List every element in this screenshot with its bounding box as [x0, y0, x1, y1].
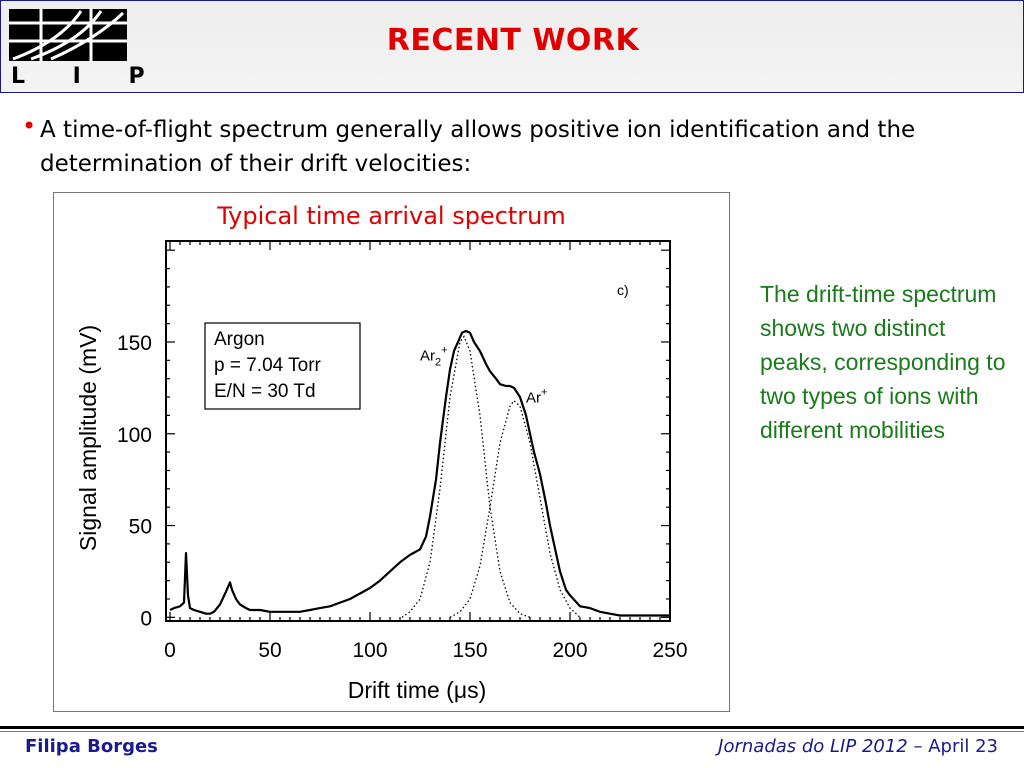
slide-header: L I P RECENT WORK — [0, 0, 1024, 93]
y-tick-label: 150 — [117, 332, 152, 355]
footer-event-date: Jornadas do LIP 2012 – April 23 — [718, 736, 998, 757]
x-tick-label: 250 — [652, 639, 687, 662]
footer-event: Jornadas do LIP 2012 — [718, 736, 908, 757]
spectrum-figure: Typical time arrival spectrum 0 50 100 150 2… — [53, 192, 730, 712]
y-axis-label: Signal amplitude (mV) — [75, 325, 101, 551]
x-tick-label: 200 — [552, 639, 587, 662]
figure-caption: Typical time arrival spectrum — [217, 202, 566, 230]
legend-line-3: E/N = 30 Td — [214, 381, 316, 402]
plot-frame — [165, 240, 671, 622]
x-tick-label: 50 — [258, 639, 281, 662]
x-axis-label: Drift time (μs) — [348, 677, 486, 703]
footer-divider — [0, 726, 1024, 729]
footer-dash: – — [907, 736, 929, 757]
x-tick-label: 150 — [452, 639, 487, 662]
legend-box: Argon p = 7.04 Torr E/N = 30 Td — [204, 322, 361, 410]
x-tick-label: 0 — [164, 639, 176, 662]
slide-title: RECENT WORK — [386, 23, 640, 58]
spectrum-plot: 0 50 100 150 200 250 0 50 100 150 Ar2+ Ar+ Argon p… — [75, 240, 688, 703]
y-tick-label: 100 — [117, 424, 152, 447]
x-tick-label: 100 — [352, 639, 387, 662]
side-note: The drift-time spectrum shows two distin… — [760, 281, 1006, 443]
intro-text: A time-of-flight spectrum generally allo… — [40, 117, 916, 177]
peak-label-0: Ar2+ — [420, 344, 448, 368]
footer-divider-thin — [0, 731, 1024, 732]
lip-logo: L I P — [9, 9, 151, 89]
y-tick-label: 50 — [129, 516, 152, 539]
legend-line-1: Argon — [214, 329, 265, 350]
series-line-ar- — [449, 399, 581, 618]
series-line-spectrum — [169, 329, 670, 617]
y-tick-label: 0 — [140, 607, 152, 630]
footer-date: April 23 — [928, 736, 998, 757]
footer-author: Filipa Borges — [25, 736, 158, 757]
legend-line-2: p = 7.04 Torr — [214, 355, 322, 376]
svg-text:L I P: L I P — [11, 64, 151, 89]
bullet-icon: • — [22, 112, 37, 140]
peak-label-1: Ar+ — [526, 387, 547, 407]
panel-label: c) — [617, 282, 629, 298]
series-line-ar2- — [401, 335, 531, 618]
